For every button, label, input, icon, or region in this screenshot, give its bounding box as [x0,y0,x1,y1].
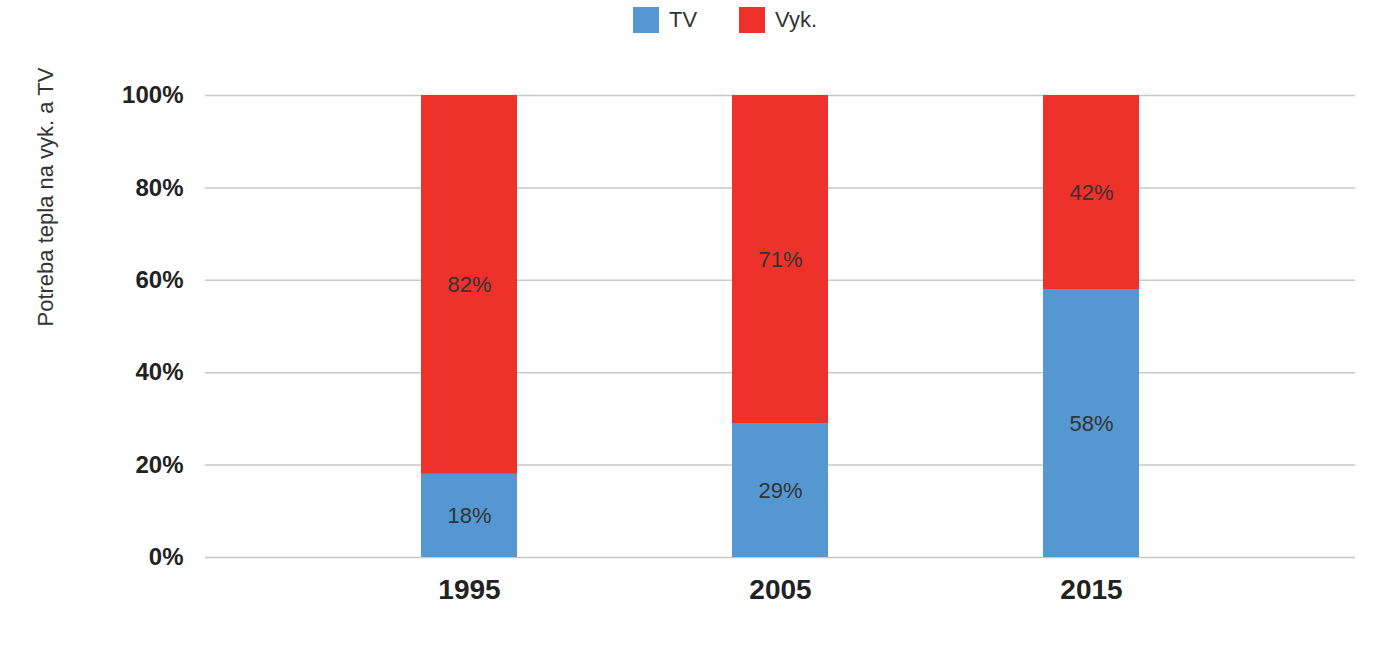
svg-text:58%: 58% [1069,411,1113,436]
svg-text:2015: 2015 [1060,574,1122,605]
svg-text:0%: 0% [149,543,184,570]
svg-text:2005: 2005 [749,574,811,605]
svg-text:82%: 82% [447,272,491,297]
svg-text:1995: 1995 [438,574,500,605]
svg-text:20%: 20% [135,451,183,478]
svg-text:40%: 40% [135,358,183,385]
svg-text:Potreba tepla na vyk. a TV: Potreba tepla na vyk. a TV [33,67,58,326]
svg-text:18%: 18% [447,503,491,528]
svg-text:100%: 100% [122,81,183,108]
svg-text:71%: 71% [758,247,802,272]
html-text:Vyk.: Vyk. [775,7,817,32]
svg-text:42%: 42% [1069,180,1113,205]
svg-text:60%: 60% [135,266,183,293]
svg-text:29%: 29% [758,478,802,503]
html-text:TV: TV [668,7,698,32]
svg-text:80%: 80% [135,174,183,201]
